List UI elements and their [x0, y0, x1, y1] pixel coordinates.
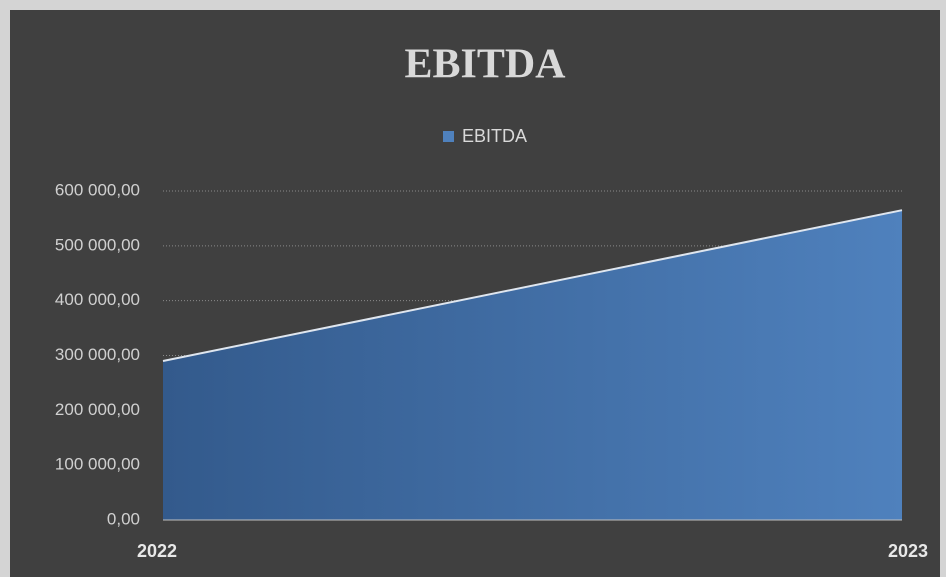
x-tick-label: 2023 — [888, 541, 928, 561]
legend-label: EBITDA — [462, 126, 527, 146]
area-line — [162, 209, 903, 362]
y-tick-label: 100 000,00 — [55, 455, 140, 474]
chart-title: EBITDA — [404, 42, 566, 88]
y-tick-label: 200 000,00 — [55, 400, 140, 419]
area — [163, 210, 902, 521]
y-tick-label: 400 000,00 — [55, 290, 140, 309]
y-tick-label: 0,00 — [107, 509, 140, 528]
y-tick-label: 500 000,00 — [55, 235, 140, 254]
y-tick-label: 300 000,00 — [55, 345, 140, 364]
x-tick-label: 2022 — [137, 541, 177, 561]
legend-swatch — [443, 131, 454, 142]
y-tick-label: 600 000,00 — [55, 180, 140, 199]
